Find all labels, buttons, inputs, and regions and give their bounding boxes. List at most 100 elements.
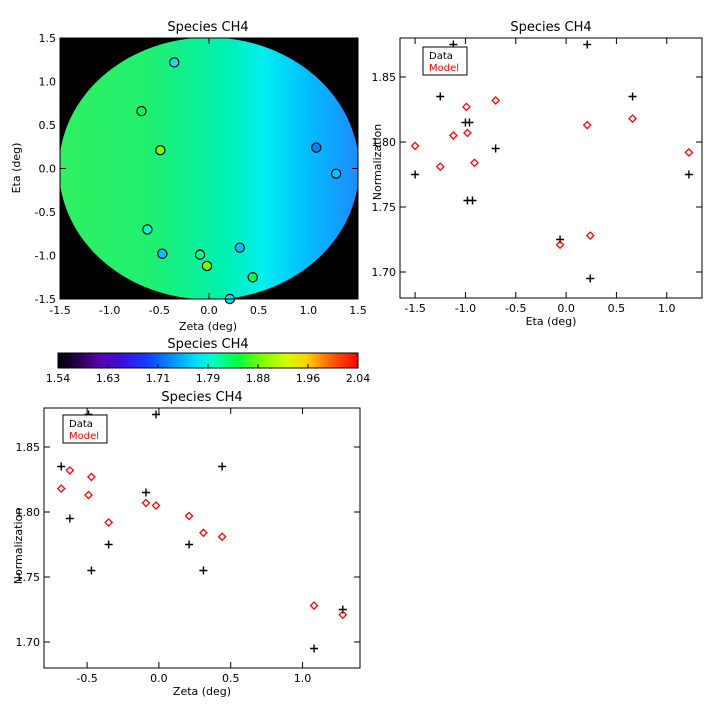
zeta-x-tick-label: 0.5 [222, 672, 240, 685]
eta-data-point [628, 92, 637, 101]
map-x-tick-label: 0.5 [250, 304, 268, 317]
eta-model-point [435, 162, 445, 172]
colorbar-tick-label: 1.88 [246, 372, 271, 385]
eta-model-point [684, 147, 694, 157]
eta-model-point [463, 128, 472, 138]
eta-model-point [582, 120, 592, 130]
zeta-data-point [87, 566, 96, 575]
map-title: Species CH4 [167, 20, 248, 35]
zeta-scatter-x-label: Zeta (deg) [173, 685, 231, 698]
colorbar-tick-label: 2.04 [346, 372, 371, 385]
zeta-model-point [309, 601, 319, 611]
eta-data-point [465, 118, 474, 127]
zeta-scatter-y-label: Normalization [12, 508, 25, 584]
map-x-tick-label: -1.0 [99, 304, 120, 317]
colorbar-tick-label: 1.79 [196, 372, 221, 385]
zeta-y-tick-label: 1.85 [16, 441, 41, 454]
colorbar-tick-label: 1.71 [146, 372, 171, 385]
colorbar-tick-label: 1.63 [96, 372, 121, 385]
zeta-scatter-title: Species CH4 [161, 390, 242, 405]
eta-x-tick-label: -1.5 [404, 302, 425, 315]
zeta-data-point [185, 540, 194, 549]
eta-data-point [684, 170, 693, 179]
map-x-label: Zeta (deg) [179, 320, 237, 333]
zeta-scatter-panel: Species CH4 -0.5 0.0 0.5 1.0 1.70 1.75 1.80 1.8… [12, 390, 361, 698]
zeta-data-point [310, 644, 319, 653]
eta-x-tick-label: -0.5 [505, 302, 526, 315]
zeta-x-tick-label: -0.5 [76, 672, 97, 685]
eta-y-tick-label: 1.80 [372, 136, 397, 149]
species-map-panel: Species CH4 -1.5 -1.0 -0.5 0.0 0.5 1.0 1.5 -1.… [10, 20, 367, 333]
map-x-axis: -1.5 -1.0 -0.5 0.0 0.5 1.0 1.5 [49, 38, 367, 317]
detector-point [201, 260, 213, 272]
map-y-tick-label: 1.0 [39, 76, 57, 89]
colorbar-tick-label: 1.54 [46, 372, 71, 385]
eta-data-point [468, 196, 477, 205]
map-y-tick-label: 0.0 [39, 163, 57, 176]
map-y-tick-label: 1.5 [39, 32, 57, 45]
zeta-model-point [84, 490, 93, 500]
zeta-model-point [65, 465, 75, 475]
map-y-tick-label: -0.5 [35, 206, 56, 219]
zeta-data-point [57, 462, 66, 471]
zeta-model-point [184, 511, 194, 521]
zeta-data-point [218, 462, 227, 471]
eta-legend-box [422, 46, 468, 76]
map-x-tick-label: 1.0 [300, 304, 318, 317]
eta-x-tick-label: 0.0 [557, 302, 575, 315]
zeta-legend-model: Model [69, 431, 99, 442]
colorbar-tick-label: 1.96 [296, 372, 321, 385]
colorbar-ticks: 1.54 1.63 1.71 1.79 1.88 1.96 2.04 [46, 364, 371, 385]
zeta-data-point [141, 488, 150, 497]
eta-data-point [411, 170, 420, 179]
eta-legend-model: Model [429, 63, 459, 74]
eta-scatter-axes: -1.5 -1.0 -0.5 0.0 0.5 1.0 1.70 1.75 1.80 1.85 [372, 38, 702, 315]
colorbar-title: Species CH4 [167, 337, 248, 352]
map-y-axis: -1.5 -1.0 -0.5 0.0 0.5 1.0 1.5 [35, 32, 358, 306]
detector-point [169, 57, 180, 68]
detector-point [194, 249, 206, 260]
map-y-label: Eta (deg) [10, 143, 23, 194]
zeta-x-tick-label: 0.0 [150, 672, 168, 685]
detector-point [247, 272, 258, 283]
zeta-x-tick-label: 1.0 [294, 672, 312, 685]
map-x-tick-label: -0.5 [149, 304, 170, 317]
eta-model-point [628, 114, 637, 124]
zeta-model-point [86, 472, 96, 482]
eta-y-tick-label: 1.70 [372, 266, 397, 279]
zeta-model-point [338, 610, 348, 620]
eta-model-point [448, 131, 458, 140]
eta-scatter-panel: Species CH4 -1.5 -1.0 -0.5 0.0 0.5 1.0 1.70 1.7… [371, 20, 703, 328]
eta-data-point [436, 92, 445, 101]
eta-y-tick-label: 1.75 [372, 201, 397, 214]
zeta-y-tick-label: 1.70 [16, 636, 41, 649]
zeta-model-point [56, 484, 66, 494]
eta-data-point [583, 40, 592, 49]
map-x-tick-label: -1.5 [49, 304, 70, 317]
colorbar: Species CH4 1.54 1.63 1.71 1.79 1.88 1.96 2.04 [46, 337, 371, 385]
zeta-scatter-marks [56, 410, 348, 653]
eta-data-point [556, 235, 565, 244]
zeta-legend: Data Model [62, 414, 108, 444]
detector-point [311, 142, 322, 153]
zeta-data-point [65, 514, 74, 523]
eta-x-tick-label: -1.0 [455, 302, 476, 315]
field-of-view-disc [60, 38, 358, 299]
map-y-tick-label: -1.5 [35, 293, 56, 306]
eta-legend: Data Model [422, 46, 468, 76]
map-x-tick-label: 0.0 [200, 304, 218, 317]
zeta-y-tick-label: 1.80 [16, 506, 41, 519]
detector-point [330, 168, 342, 179]
zeta-y-tick-label: 1.75 [16, 571, 41, 584]
eta-model-point [410, 141, 420, 151]
zeta-data-point [199, 566, 208, 575]
eta-model-point [462, 102, 471, 112]
eta-model-point [555, 240, 565, 250]
detector-point [157, 248, 168, 259]
zeta-model-point [151, 501, 161, 510]
eta-scatter-title: Species CH4 [510, 20, 591, 35]
eta-scatter-y-label: Normalization [371, 124, 384, 200]
detector-point [142, 224, 153, 235]
zeta-data-point [152, 410, 161, 419]
